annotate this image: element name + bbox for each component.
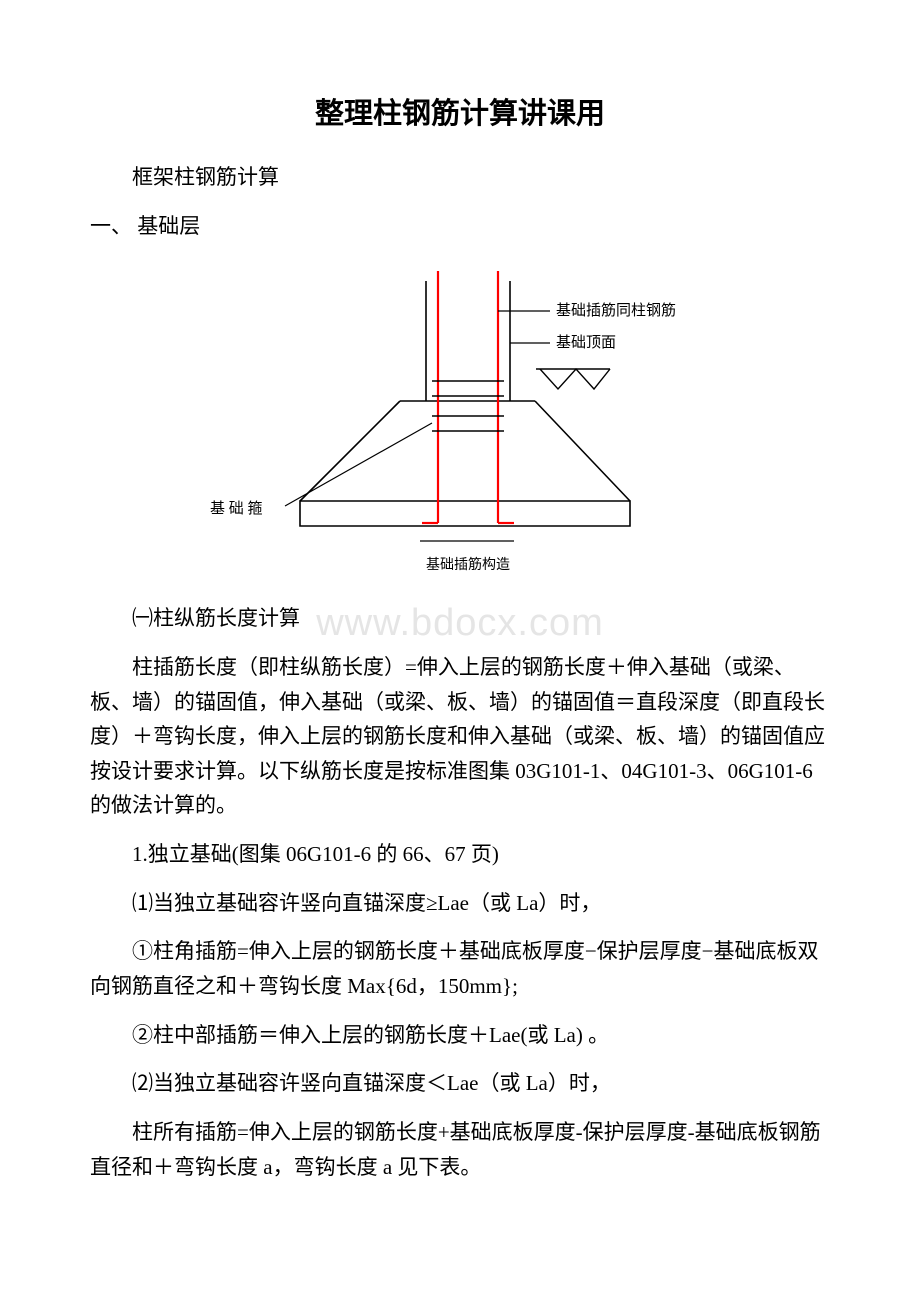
- intro-line: 框架柱钢筋计算: [90, 160, 830, 195]
- label-foundation-stirrup: 基 础 箍: [210, 500, 263, 517]
- document-title: 整理柱钢筋计算讲课用: [90, 90, 830, 132]
- main-paragraph: 柱插筋长度（即柱纵筋长度）=伸入上层的钢筋长度＋伸入基础（或梁、板、墙）的锚固值…: [90, 650, 830, 823]
- diagram-caption: 基础插筋构造: [426, 556, 510, 573]
- label-foundation-top: 基础顶面: [556, 334, 616, 351]
- foundation-diagram: 基础插筋同柱钢筋 基础顶面 基 础 箍 基础插筋构造: [90, 271, 830, 591]
- stirrup-lines: [432, 381, 504, 431]
- document-content: 整理柱钢筋计算讲课用 框架柱钢筋计算 一、 基础层: [90, 90, 830, 1184]
- item-1-1: ⑴当独立基础容许竖向直锚深度≥Lae（或 La）时，: [90, 886, 830, 921]
- item-1-1a: ①柱角插筋=伸入上层的钢筋长度＋基础底板厚度−保护层厚度−基础底板双向钢筋直径之…: [90, 934, 830, 1003]
- foundation-outline: [300, 401, 630, 526]
- ground-symbol: [536, 369, 610, 389]
- label-rebar-same: 基础插筋同柱钢筋: [556, 302, 676, 319]
- section-heading-1: 一、 基础层: [90, 209, 830, 244]
- subheading-a: ㈠柱纵筋长度计算: [90, 601, 830, 636]
- item-1: 1.独立基础(图集 06G101-6 的 66、67 页): [90, 837, 830, 872]
- item-1-2a: 柱所有插筋=伸入上层的钢筋长度+基础底板厚度-保护层厚度-基础底板钢筋直径和＋弯…: [90, 1115, 830, 1184]
- rebar-vertical: [422, 271, 514, 523]
- diagram-svg: 基础插筋同柱钢筋 基础顶面 基 础 箍 基础插筋构造: [190, 271, 730, 591]
- item-1-2: ⑵当独立基础容许竖向直锚深度＜Lae（或 La）时，: [90, 1066, 830, 1101]
- item-1-1b: ②柱中部插筋＝伸入上层的钢筋长度＋Lae(或 La) 。: [90, 1018, 830, 1053]
